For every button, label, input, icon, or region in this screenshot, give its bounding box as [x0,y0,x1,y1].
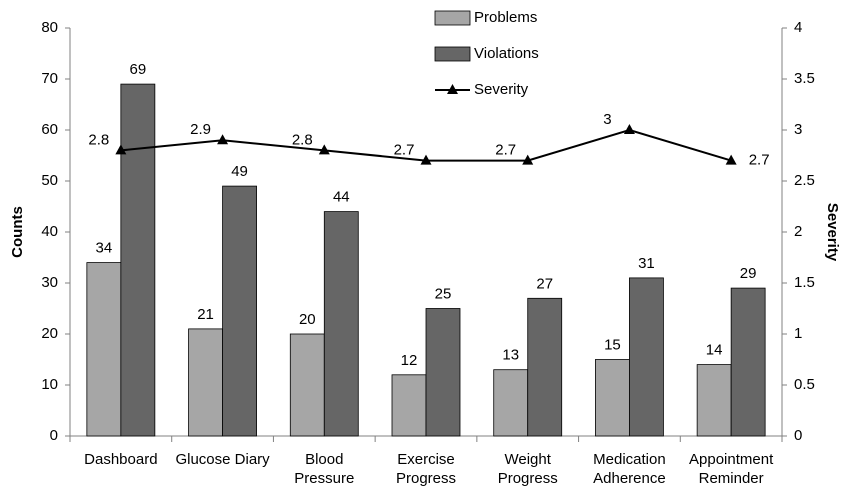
line-value-label: 2.7 [495,142,516,159]
bar [425,308,461,437]
line-marker [115,144,127,155]
y-tick-label: 0 [50,427,58,444]
bar [629,277,664,437]
bar [86,262,122,437]
bar [391,374,427,437]
legend-label: Severity [474,81,529,98]
line-marker [725,154,737,165]
bar [323,211,359,437]
legend-label: Problems [474,9,537,26]
y2-tick-label: 0.5 [794,376,815,393]
line-marker [522,154,534,165]
bar [493,369,529,437]
x-tick-label: Exercise [397,451,455,468]
x-tick-label: Reminder [699,470,764,487]
line-marker [217,134,229,145]
x-tick-label: Progress [396,470,456,487]
y-tick-label: 30 [41,274,58,291]
line-value-label: 2.9 [190,121,211,138]
y-tick-label: 60 [41,121,58,138]
y2-tick-label: 3 [794,121,802,138]
legend-marker [447,84,458,94]
y-tick-label: 80 [41,19,58,36]
y2-axis-label: Severity [824,203,841,262]
bar-value-label: 49 [231,163,248,180]
x-tick-label: Blood [305,451,343,468]
bar-value-label: 20 [299,311,316,328]
y-tick-label: 50 [41,172,58,189]
y2-tick-label: 2.5 [794,172,815,189]
line-value-label: 2.7 [749,152,770,169]
legend-swatch [434,10,471,26]
y-tick-label: 70 [41,70,58,87]
bar [222,185,257,437]
y-tick-label: 40 [41,223,58,240]
bar [188,328,223,437]
bar-value-label: 44 [333,189,350,206]
bar [730,287,766,437]
bar-value-label: 12 [401,352,418,369]
y-tick-label: 20 [41,325,58,342]
line-value-label: 2.8 [88,131,109,148]
bar-value-label: 29 [740,265,757,282]
x-tick-label: Appointment [689,451,774,468]
bar-value-label: 69 [130,61,147,78]
bar [595,359,630,437]
y2-tick-label: 0 [794,427,802,444]
line-marker [318,144,330,155]
y2-tick-label: 1 [794,325,802,342]
y2-tick-label: 3.5 [794,70,815,87]
bar-value-label: 13 [502,347,519,364]
legend-swatch [434,46,471,62]
legend-label: Violations [474,45,539,62]
bar-value-label: 15 [604,336,621,353]
y2-tick-label: 4 [794,19,802,36]
x-tick-label: Medication [593,451,666,468]
bar [120,83,156,437]
y2-tick-label: 2 [794,223,802,240]
line-value-label: 2.8 [292,131,313,148]
bar [289,333,325,437]
line-value-label: 3 [603,111,611,128]
y2-tick-label: 1.5 [794,274,815,291]
x-tick-label: Adherence [593,470,666,487]
bar-value-label: 25 [435,285,452,302]
bar-value-label: 31 [638,255,655,272]
bar-value-label: 27 [536,275,553,292]
y-tick-label: 10 [41,376,58,393]
x-tick-label: Pressure [294,470,354,487]
x-tick-label: Weight [505,451,552,468]
x-tick-label: Glucose Diary [175,451,270,468]
line-marker [420,154,432,165]
line-value-label: 2.7 [394,142,415,159]
bar [527,297,563,437]
bar-value-label: 34 [96,240,113,257]
x-tick-label: Dashboard [84,451,157,468]
x-tick-label: Progress [498,470,558,487]
bar [696,364,732,437]
y-axis-label: Counts [9,206,26,258]
bar-value-label: 21 [197,306,214,323]
line-marker [623,124,635,134]
bar-value-label: 14 [706,342,723,359]
